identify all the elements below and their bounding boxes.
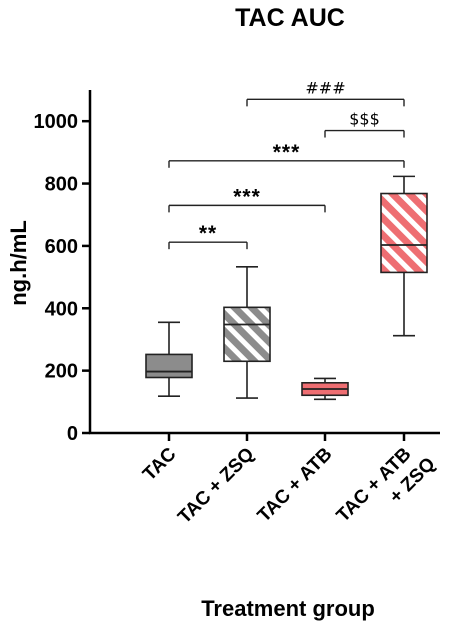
- box-iqr: [380, 192, 428, 274]
- significance-label: ###: [305, 78, 345, 97]
- box-iqr: [223, 306, 271, 363]
- x-tick-label: TAC: [139, 443, 181, 485]
- y-tick-label: 200: [45, 361, 78, 383]
- y-tick-label: 1000: [34, 111, 79, 133]
- x-tick-label: TAC + ZSQ: [174, 444, 258, 528]
- x-tick-label-line: TAC + ATB: [254, 444, 337, 527]
- significance-bracket: **: [168, 222, 248, 250]
- y-tick-label: 400: [45, 298, 78, 320]
- significance-label: ***: [233, 185, 261, 208]
- x-tick-label: TAC + ATB: [254, 444, 337, 527]
- chart-title: TAC AUC: [235, 4, 345, 32]
- significance-label: ***: [273, 141, 301, 164]
- significance-label: $$$: [349, 110, 380, 129]
- box-group: [380, 175, 428, 337]
- x-tick-label-line: TAC: [139, 443, 181, 485]
- significance-bracket: ***: [168, 185, 326, 213]
- box-group: [301, 377, 349, 401]
- significance-bracket: $$$: [324, 110, 405, 138]
- x-tick-label: TAC + ATB+ ZSQ: [333, 437, 440, 544]
- y-tick-label: 0: [67, 423, 78, 445]
- significance-label: **: [199, 222, 217, 245]
- y-axis-label: ng.h/mL: [6, 220, 31, 306]
- x-tick-label-line: TAC + ZSQ: [174, 444, 258, 528]
- y-tick-label: 600: [45, 236, 78, 258]
- box-group: [145, 321, 193, 398]
- x-axis-label: Treatment group: [201, 596, 375, 621]
- y-tick-label: 800: [45, 174, 78, 196]
- significance-bracket: ###: [246, 78, 405, 107]
- box-iqr: [145, 353, 193, 379]
- significance-bracket: ***: [168, 141, 405, 168]
- box-group: [223, 266, 271, 399]
